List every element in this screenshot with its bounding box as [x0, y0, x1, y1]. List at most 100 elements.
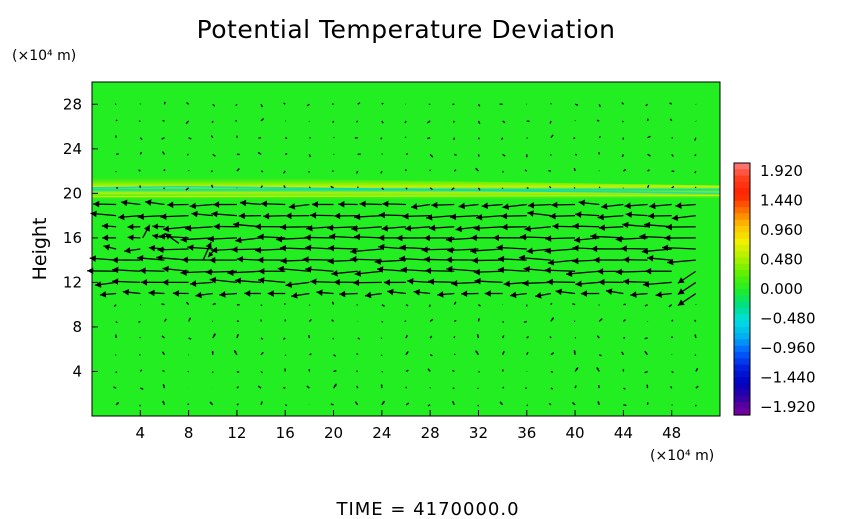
wind-vector — [163, 101, 166, 105]
wind-vector — [503, 280, 527, 288]
wind-vector — [308, 154, 312, 158]
wind-vector — [591, 245, 624, 253]
wind-vector — [427, 368, 431, 372]
wind-vector — [413, 289, 431, 296]
wind-vector — [236, 386, 239, 389]
colorbar-segment — [734, 263, 750, 271]
wind-vector — [484, 290, 503, 297]
wind-vector — [667, 258, 696, 266]
wind-vector — [330, 185, 334, 189]
wind-vector — [646, 184, 650, 189]
wind-vector — [157, 246, 189, 253]
wind-vector — [277, 265, 310, 273]
colorbar-segment — [734, 282, 750, 290]
wind-vector — [404, 136, 407, 139]
colorbar-segment — [734, 358, 750, 366]
wind-vector — [572, 303, 576, 306]
wind-vector — [500, 137, 504, 141]
wind-vector — [502, 335, 505, 339]
colorbar-segment — [734, 213, 750, 221]
wind-vector — [308, 318, 312, 322]
wind-vector — [236, 255, 262, 263]
x-tick-label: 48 — [662, 424, 681, 442]
wind-vector — [99, 291, 117, 298]
wind-vector — [283, 185, 286, 189]
wind-vector — [212, 333, 216, 339]
wind-vector — [333, 354, 337, 357]
colorbar-segment — [734, 163, 750, 170]
colorbar-segment — [734, 314, 750, 322]
wind-vector — [309, 353, 312, 356]
wind-vector — [477, 103, 481, 107]
colorbar-segment — [734, 345, 750, 353]
wind-vector — [550, 302, 553, 305]
wind-vector — [478, 304, 481, 307]
y-axis-label: Height — [29, 218, 51, 281]
wind-vector — [458, 202, 479, 210]
wind-vector — [188, 317, 192, 322]
x-tick-label: 32 — [469, 424, 488, 442]
wind-vector — [260, 304, 263, 307]
wind-vector — [161, 137, 165, 140]
wind-vector — [404, 120, 407, 124]
wind-vector — [212, 302, 216, 306]
wind-vector — [138, 169, 141, 172]
wind-vector — [235, 236, 262, 244]
wind-vector — [669, 102, 673, 105]
wind-vector — [231, 246, 262, 253]
wind-vector — [187, 403, 190, 406]
wind-vector — [598, 318, 603, 322]
wind-vector — [523, 320, 528, 324]
wind-vector — [425, 267, 455, 275]
wind-vector — [139, 137, 143, 140]
wind-vector — [354, 401, 359, 406]
wind-vector — [376, 266, 407, 273]
wind-vector — [257, 256, 286, 264]
wind-vector — [580, 290, 600, 297]
wind-vector — [236, 370, 240, 373]
wind-vector — [354, 270, 382, 277]
wind-vector — [551, 201, 576, 209]
chart-title: Potential Temperature Deviation — [197, 15, 616, 44]
wind-vector — [527, 210, 551, 217]
colorbar-segment — [734, 408, 750, 416]
wind-vector — [497, 266, 527, 274]
wind-vector — [102, 234, 117, 242]
wind-vector — [139, 151, 143, 155]
wind-vector — [211, 210, 237, 218]
wind-vector — [622, 221, 648, 229]
wind-vector — [427, 137, 431, 140]
colorbar-label: 0.000 — [760, 280, 803, 298]
wind-vector — [211, 350, 214, 355]
y-tick-label: 4 — [72, 362, 82, 380]
wind-vector — [357, 337, 361, 340]
wind-vector — [380, 170, 383, 174]
wind-vector — [127, 223, 141, 231]
wind-vector — [598, 103, 602, 108]
wind-vector — [429, 354, 433, 357]
wind-vector — [501, 223, 527, 231]
wind-vector — [524, 169, 528, 172]
wind-vector — [621, 351, 624, 356]
colorbar-label: 1.920 — [760, 162, 803, 180]
wind-vector — [378, 243, 407, 251]
wind-vector — [621, 120, 624, 123]
wind-vector — [327, 244, 358, 252]
wind-vector — [161, 335, 165, 339]
wind-vector — [148, 289, 165, 297]
wind-vector — [677, 292, 697, 307]
y-tick-label: 24 — [63, 140, 82, 158]
x-tick-label: 44 — [614, 424, 633, 442]
x-tick-label: 12 — [227, 424, 246, 442]
wind-vector — [283, 102, 286, 105]
wind-vector — [260, 337, 264, 340]
wind-vector — [185, 301, 190, 306]
wind-vector — [526, 335, 529, 339]
wind-vector — [257, 151, 262, 155]
wind-vector — [497, 255, 527, 263]
wind-vector — [332, 337, 335, 340]
wind-vector — [189, 280, 213, 287]
wind-vector — [550, 387, 554, 390]
colorbar-segment — [734, 226, 750, 233]
wind-vector — [260, 170, 264, 173]
